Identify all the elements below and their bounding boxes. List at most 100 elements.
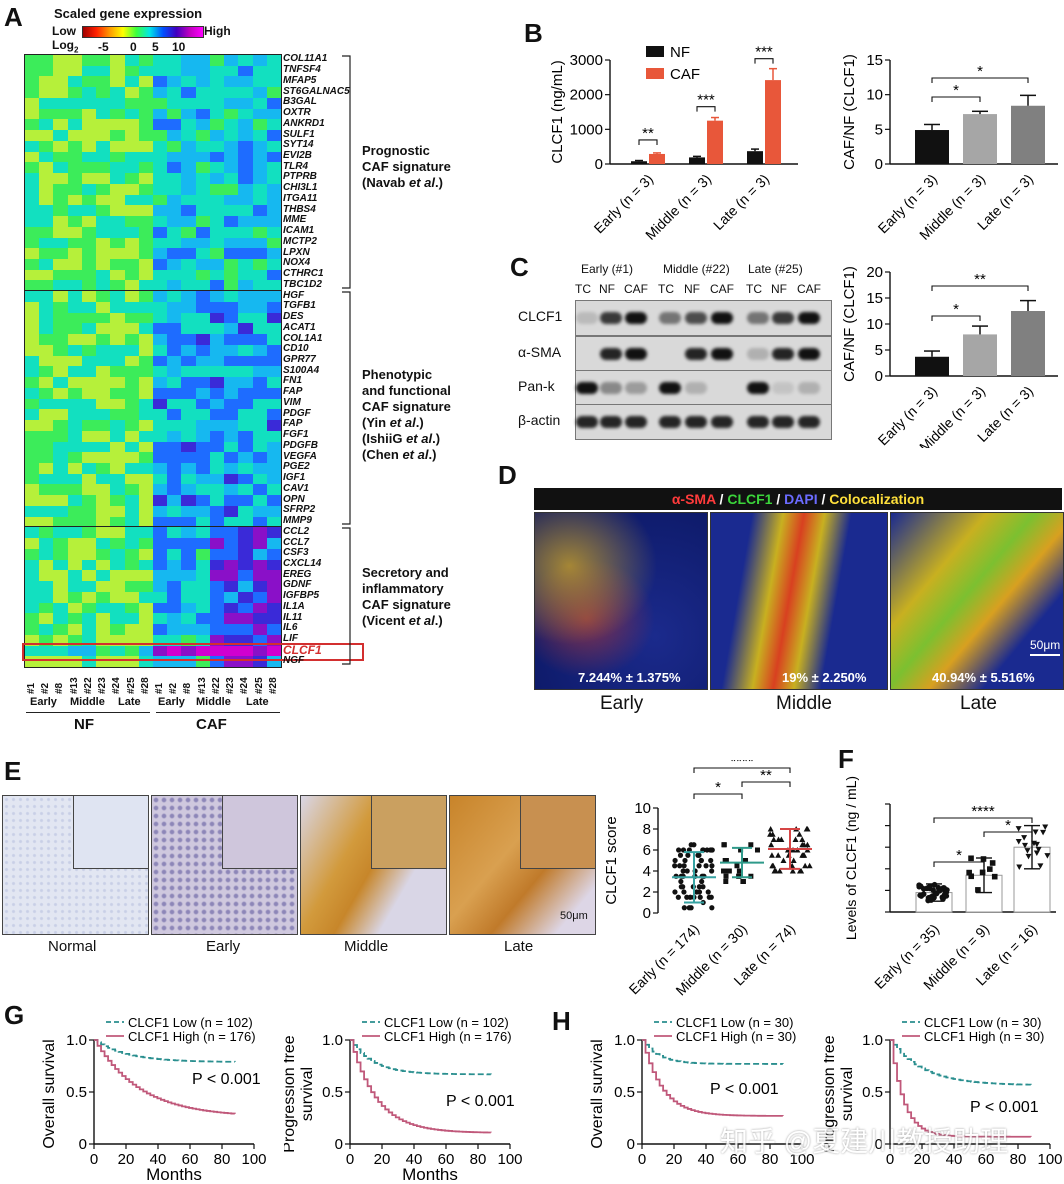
heatmap-cell: [124, 130, 140, 142]
heatmap-cell: [181, 355, 197, 367]
heatmap-cell: [224, 430, 239, 443]
heatmap-cell: [110, 355, 126, 367]
heatmap-cell: [252, 473, 268, 485]
heatmap-cell: [67, 76, 83, 88]
heatmap-cell: [124, 355, 140, 367]
wb-band: [772, 348, 794, 360]
heatmap-cell: [96, 645, 111, 657]
significance-bracket: [931, 77, 1029, 83]
heatmap-cell: [96, 194, 111, 206]
heatmap-cell: [224, 634, 239, 647]
heatmap-cell: [96, 237, 111, 249]
panel-label-b: B: [524, 18, 543, 48]
y-tick-label: 4: [643, 863, 651, 880]
heatmap-cell: [25, 226, 40, 239]
heatmap-cell: [138, 656, 154, 667]
y-tick-label: 15: [866, 52, 883, 69]
heatmap-cell: [195, 108, 211, 120]
bar-caf: [649, 153, 665, 164]
gene-label: CD10: [283, 343, 309, 355]
heatmap-cell: [181, 130, 197, 142]
heatmap-cell: [209, 602, 225, 614]
heatmap-cell: [53, 248, 69, 260]
significance-bracket: [693, 793, 743, 799]
heatmap-cell: [67, 548, 83, 561]
heatmap-cell: [167, 259, 182, 271]
heatmap-cell: [209, 398, 225, 410]
significance-bracket: [933, 861, 985, 867]
heatmap-cell: [153, 205, 168, 217]
gene-label: LIF: [283, 633, 298, 645]
heatmap-cell: [224, 538, 239, 550]
heatmap-cell: [25, 377, 40, 389]
heatmap-cell: [266, 581, 281, 593]
heatmap-cell: [195, 473, 211, 485]
heatmap-cell: [209, 591, 225, 604]
heatmap-cell: [39, 441, 54, 453]
heatmap-cell: [195, 259, 211, 271]
heatmap-cell: [209, 473, 225, 485]
heatmap-cell: [195, 237, 211, 249]
heatmap-cell: [53, 409, 69, 421]
heatmap-cell: [39, 548, 54, 561]
km-curve-high: [642, 1039, 784, 1117]
heatmap-cell: [124, 291, 140, 303]
heatmap-cell: [252, 602, 268, 614]
heatmap-cell: [181, 656, 197, 667]
heatmap-cell: [209, 183, 225, 196]
sample-label: #24: [239, 677, 251, 694]
heatmap-cell: [25, 656, 40, 667]
heatmap-divider-2: [24, 526, 281, 527]
heatmap-cell: [181, 216, 197, 228]
wb-band: [798, 348, 820, 360]
heatmap-cell: [266, 624, 281, 636]
heatmap-cell: [238, 301, 254, 314]
heatmap-cell: [224, 484, 239, 496]
wb-band: [685, 416, 707, 428]
heatmap-cell: [25, 452, 40, 464]
heatmap-cell: [153, 226, 168, 239]
heatmap-cell: [252, 377, 268, 389]
heatmap-cell: [39, 108, 54, 120]
heatmap-cell: [209, 355, 225, 367]
heatmap-cell: [153, 387, 168, 400]
heatmap-cell: [153, 366, 168, 378]
heatmap-cell: [266, 248, 281, 260]
data-point: [723, 873, 729, 879]
gene-label: VIM: [283, 396, 301, 408]
heatmap-cell: [25, 602, 40, 614]
heatmap-cell: [96, 65, 111, 77]
heatmap-cell: [266, 591, 281, 604]
heatmap-cell: [238, 527, 254, 539]
heatmap-cell: [110, 484, 126, 496]
heatmap-cell: [124, 548, 140, 561]
ihc-image-late: [449, 795, 596, 935]
y-axis-label: Overall survival: [589, 1039, 606, 1148]
heatmap-cell: [181, 613, 197, 625]
heatmap-cell: [25, 430, 40, 443]
heatmap-cell: [96, 344, 111, 357]
heatmap-cell: [53, 613, 69, 625]
gene-label: FGF1: [283, 429, 309, 441]
heatmap-cell: [81, 291, 97, 303]
heatmap-cell: [96, 183, 111, 196]
celltype-caf: CAF: [196, 716, 227, 733]
heatmap-cell: [167, 151, 182, 163]
heatmap-cell: [25, 140, 40, 153]
gene-label: CCL7: [283, 536, 310, 548]
heatmap-cell: [53, 355, 69, 367]
heatmap-cell: [153, 538, 168, 550]
heatmap-cell: [67, 216, 83, 228]
gene-label: IGF1: [283, 472, 306, 484]
heatmap-cell: [138, 505, 154, 518]
heatmap-cell: [252, 173, 268, 185]
y-tick-label: 10: [866, 316, 883, 333]
data-point: [775, 852, 782, 858]
wb-band: [747, 348, 769, 360]
heatmap-cell: [153, 484, 168, 496]
heatmap-cell: [81, 301, 97, 314]
heatmap-cell: [110, 237, 126, 249]
heatmap-cell: [209, 645, 225, 657]
heatmap-cell: [96, 355, 111, 367]
heatmap-cell: [181, 119, 197, 131]
